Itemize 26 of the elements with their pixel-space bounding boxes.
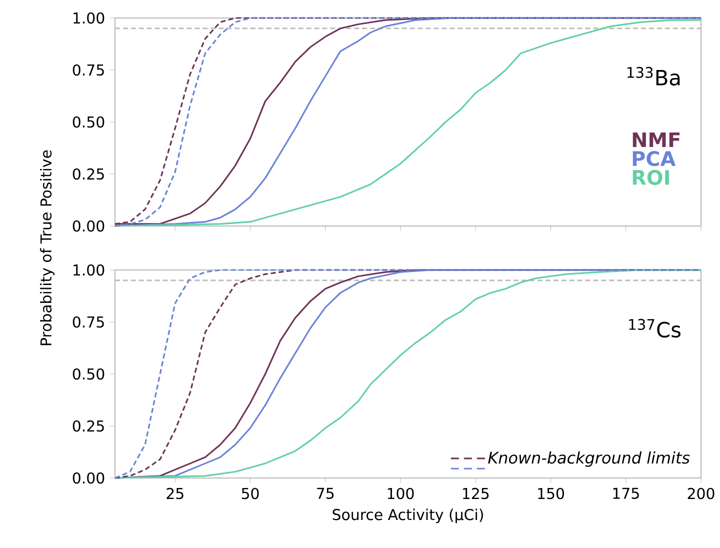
x-tick-label: 125 bbox=[463, 488, 489, 500]
x-tick-label: 200 bbox=[688, 488, 714, 500]
x-axis-title: Source Activity (μCi) bbox=[332, 508, 483, 524]
x-tick-label: 75 bbox=[317, 488, 334, 499]
text: ROI bbox=[632, 170, 669, 185]
x-tick-label: 25 bbox=[166, 488, 184, 500]
y-tick-label: 0.00 bbox=[72, 472, 104, 484]
annotation: $^{133}$Ba bbox=[627, 66, 680, 86]
y-tick-label: 0.25 bbox=[72, 168, 104, 180]
legend-label: Known-background limits bbox=[488, 451, 690, 467]
text: PCA bbox=[632, 151, 676, 166]
y-tick-label: 0.50 bbox=[72, 116, 104, 128]
x-tick-label: 175 bbox=[613, 488, 639, 499]
y-tick-label: 1.00 bbox=[74, 264, 104, 276]
y-tick-label: 0.25 bbox=[72, 420, 104, 432]
x-tick-label: 100 bbox=[388, 488, 414, 500]
y-tick-label: 0.50 bbox=[72, 368, 104, 380]
y-tick-label: 0.75 bbox=[72, 64, 104, 76]
x-tick-label: 150 bbox=[538, 488, 564, 500]
annotation: $^{137}$Cs bbox=[629, 318, 680, 338]
y-tick-label: 0.75 bbox=[72, 316, 104, 328]
text: NMF bbox=[632, 132, 680, 147]
y-axis-title: Probability of True Positive bbox=[40, 150, 54, 346]
x-tick-label: 50 bbox=[242, 488, 259, 500]
y-tick-label: 0.00 bbox=[72, 220, 104, 232]
y-tick-label: 1.00 bbox=[74, 12, 104, 24]
